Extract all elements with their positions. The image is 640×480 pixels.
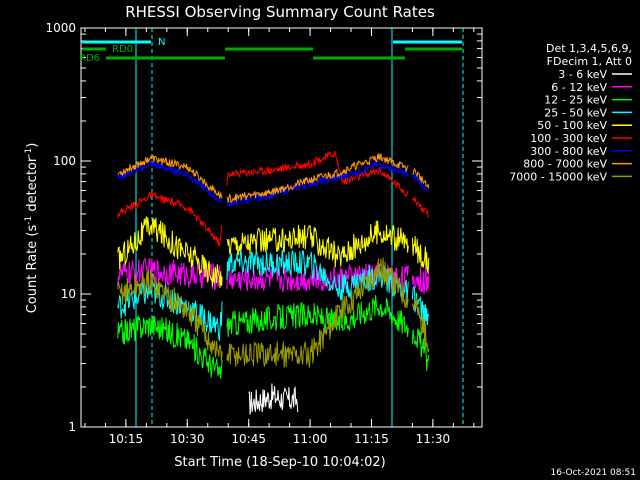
series-line xyxy=(412,172,430,193)
legend-entry-label: 50 - 100 keV xyxy=(537,119,607,132)
status-bars: N RD0 RD6 xyxy=(79,28,464,427)
x-tick-label: 10:15 xyxy=(109,432,144,446)
legend-entry-label: 6 - 12 keV xyxy=(551,81,607,94)
series-line xyxy=(117,216,223,288)
y-tick-label: 10 xyxy=(61,287,76,301)
series-line xyxy=(117,155,223,200)
series-line xyxy=(411,267,430,295)
y-tick-label: 1 xyxy=(68,420,76,434)
series-line xyxy=(411,285,430,327)
series-line xyxy=(411,236,430,274)
series-line xyxy=(411,196,430,219)
legend-entry-label: 800 - 7000 keV xyxy=(523,158,607,171)
series-line xyxy=(226,294,409,338)
series-line xyxy=(117,269,223,361)
legend-header: FDecim 1, Att 0 xyxy=(547,55,632,68)
series-line xyxy=(248,383,299,415)
x-axis-label: Start Time (18-Sep-10 10:04:02) xyxy=(174,455,385,470)
series-lines xyxy=(117,150,430,415)
legend-header: Det 1,3,4,5,6,9, xyxy=(546,42,632,55)
series-line xyxy=(226,150,409,198)
x-tick-label: 11:15 xyxy=(354,432,389,446)
x-tick-label: 10:45 xyxy=(231,432,266,446)
footer-date: 16-Oct-2021 08:51 xyxy=(551,468,636,478)
y-ticks: 1 10 100 1000 xyxy=(45,21,482,434)
series-line xyxy=(117,315,223,379)
legend: Det 1,3,4,5,6,9,FDecim 1, Att 03 - 6 keV… xyxy=(509,42,632,183)
y-axis-label: Count Rate (s-1 detector-1) xyxy=(24,143,40,314)
status-label-rd6: RD6 xyxy=(79,53,100,64)
legend-entry-label: 100 - 300 keV xyxy=(530,132,607,145)
series-line xyxy=(117,161,223,204)
plot-frame xyxy=(80,27,483,428)
svg-text:Count Rate (s-1 detector-1): Count Rate (s-1 detector-1) xyxy=(24,143,40,314)
legend-entry-label: 25 - 50 keV xyxy=(544,106,607,119)
series-line xyxy=(411,296,430,353)
chart-title: RHESSI Observing Summary Count Rates xyxy=(125,3,435,21)
legend-entry-label: 12 - 25 keV xyxy=(544,94,607,107)
legend-entry-label: 3 - 6 keV xyxy=(558,68,607,81)
series-line xyxy=(226,220,409,268)
x-tick-label: 10:30 xyxy=(170,432,205,446)
series-line xyxy=(117,191,223,247)
series-line xyxy=(411,328,430,372)
legend-entry-label: 7000 - 15000 keV xyxy=(509,170,607,183)
x-tick-label: 11:30 xyxy=(416,432,451,446)
y-tick-label: 1000 xyxy=(45,21,76,35)
status-label-n: N xyxy=(158,37,165,48)
x-tick-label: 11:00 xyxy=(293,432,328,446)
series-line xyxy=(226,153,409,204)
legend-entry-label: 300 - 800 keV xyxy=(530,145,607,158)
series-line xyxy=(412,167,430,189)
series-line xyxy=(226,161,409,208)
series-line xyxy=(226,257,409,368)
x-ticks: 10:15 10:30 10:45 11:00 11:15 11:30 xyxy=(84,28,475,446)
status-label-rd0: RD0 xyxy=(112,44,133,55)
y-tick-label: 100 xyxy=(53,154,76,168)
